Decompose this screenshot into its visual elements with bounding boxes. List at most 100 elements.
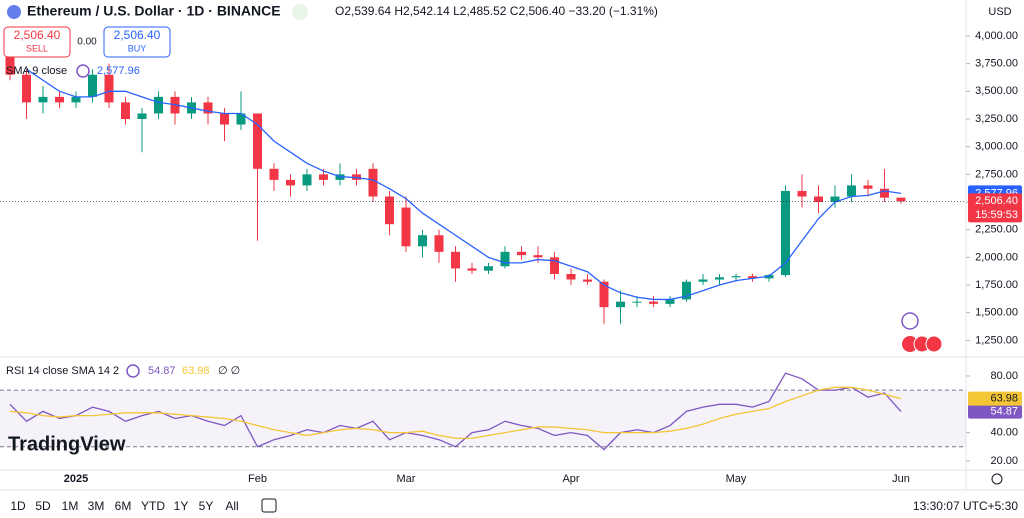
event-icon[interactable] — [901, 312, 919, 330]
logo: TradingView — [8, 433, 126, 455]
range-button[interactable]: 5D — [35, 499, 51, 513]
candle-body — [599, 281, 609, 308]
plot: 4,000.00 3,750.00 3,500.00 3,250.00 3,000.00… — [0, 30, 1022, 485]
candle-body — [814, 196, 823, 203]
candle-body — [203, 102, 213, 114]
candle-body — [220, 113, 229, 125]
y-tick-label: 2,250.00 — [975, 224, 1018, 236]
settings-icon[interactable] — [126, 364, 140, 378]
y-tick-label: 3,500.00 — [975, 85, 1018, 97]
candle-body — [253, 113, 262, 169]
buy-button[interactable] — [103, 26, 171, 58]
spread: 0.00 — [77, 37, 97, 48]
candle-body — [319, 174, 328, 180]
candle-body — [418, 235, 427, 247]
sell-label: SELL — [26, 43, 48, 53]
buy-price: 2,506.40 — [114, 28, 161, 42]
countdown: 15:59:53 — [975, 209, 1018, 221]
range-button[interactable]: 3M — [88, 499, 105, 513]
settings-icon[interactable] — [991, 473, 1003, 485]
rsi-value-label: 54.87 — [990, 405, 1018, 417]
y-tick-label: 3,000.00 — [975, 141, 1018, 153]
settings-icon[interactable] — [76, 64, 90, 78]
candle-body — [682, 281, 691, 300]
y-tick-label: 40.00 — [990, 427, 1018, 439]
candle-body — [302, 174, 312, 186]
calendar-icon[interactable] — [261, 498, 277, 513]
candle-body — [286, 179, 295, 186]
y-tick-label: 2,000.00 — [975, 251, 1018, 263]
rsi-band — [0, 390, 966, 447]
candle-body — [55, 96, 64, 103]
candle-body — [137, 113, 147, 119]
y-tick-label: 1,250.00 — [975, 334, 1018, 346]
rsi-value-box — [968, 391, 1022, 406]
candle-body — [467, 268, 477, 271]
candle-body — [71, 96, 81, 103]
y-tick-label: 1,500.00 — [975, 307, 1018, 319]
candle-body — [781, 190, 790, 276]
y-tick-label: 4,000.00 — [975, 30, 1018, 42]
rsi-line — [9, 372, 902, 451]
x-tick-label: Apr — [562, 473, 579, 485]
candle-body — [748, 276, 757, 279]
event-icon[interactable] — [902, 336, 918, 352]
x-tick-label: Mar — [397, 473, 416, 485]
rsi-legend-suffix: ∅ ∅ — [218, 365, 240, 377]
candle-body — [154, 96, 163, 114]
candle-body — [401, 207, 411, 247]
candle-body — [698, 279, 708, 282]
candle-body — [434, 235, 444, 252]
event-icon[interactable] — [925, 335, 943, 353]
range-button[interactable]: 1D — [10, 499, 26, 513]
candle-body — [38, 96, 48, 103]
candle-body — [121, 102, 130, 119]
candle-body — [550, 257, 559, 274]
candle-body — [517, 251, 526, 256]
candle-body — [731, 276, 741, 278]
candle-body — [451, 251, 460, 269]
range-button[interactable]: 6M — [115, 499, 132, 513]
y-tick-label: 2,750.00 — [975, 168, 1018, 180]
candle-body — [236, 113, 246, 125]
candle-body — [649, 301, 658, 304]
rsi-sma-legend-value: 63.98 — [182, 365, 210, 377]
candle-body — [104, 74, 114, 103]
sell-button[interactable] — [3, 26, 71, 58]
candle-body — [896, 197, 906, 202]
candle-body — [368, 168, 378, 197]
range-button[interactable]: YTD — [141, 499, 165, 513]
range-button[interactable]: 1M — [62, 499, 79, 513]
rsi-legend: RSI 14 close SMA 14 2 — [6, 365, 119, 377]
range-button[interactable]: All — [225, 499, 238, 513]
clock: 13:30:07 UTC+5:30 — [913, 499, 1018, 513]
candle-body — [88, 74, 97, 97]
symbol-title: Ethereum / U.S. Dollar · 1D · BINANCE — [27, 3, 281, 19]
candle-body — [583, 279, 592, 282]
candle-body — [863, 185, 873, 189]
x-tick-label: May — [726, 473, 747, 485]
candle-body — [385, 196, 394, 225]
candle-body — [616, 301, 625, 308]
candle-body — [533, 255, 543, 258]
candle-body — [5, 41, 15, 75]
candle-body — [566, 273, 576, 280]
sma-legend-value: 2,577.96 — [97, 65, 140, 77]
range-button[interactable]: 5Y — [199, 499, 214, 513]
status-icon[interactable] — [292, 4, 308, 20]
candle-body — [500, 251, 510, 267]
y-tick-label: 3,250.00 — [975, 113, 1018, 125]
rsi-line — [9, 386, 902, 439]
range-button[interactable]: 1Y — [174, 499, 189, 513]
sma-legend: SMA 9 close — [6, 65, 67, 77]
symbol-icon — [7, 5, 21, 19]
candle-body — [484, 266, 493, 271]
currency[interactable]: USD — [988, 6, 1011, 18]
sell-price: 2,506.40 — [14, 28, 61, 42]
candle-body — [715, 277, 724, 280]
candle-body — [830, 196, 840, 203]
x-tick-label: Feb — [248, 473, 267, 485]
candle-body — [797, 190, 807, 197]
candle-body — [665, 299, 675, 304]
